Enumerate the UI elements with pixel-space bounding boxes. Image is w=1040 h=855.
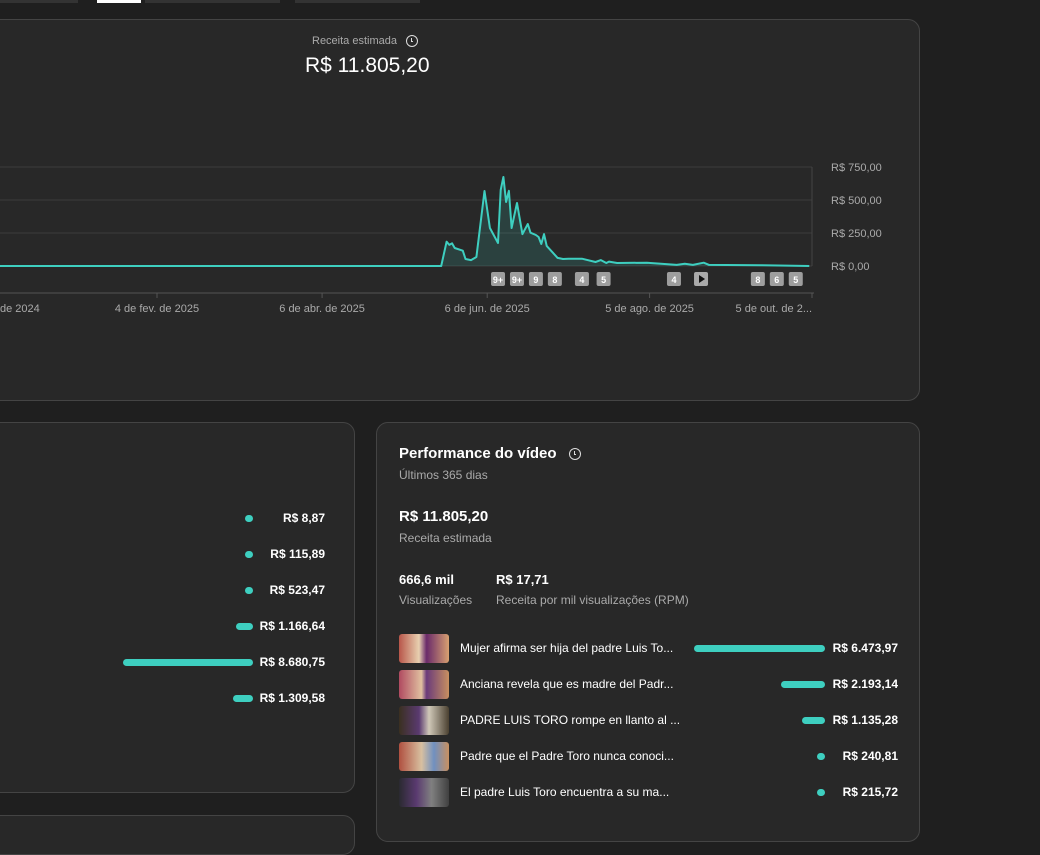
value-label: R$ 1.166,64 — [259, 619, 325, 633]
views-value: 666,6 mil — [399, 572, 454, 587]
performance-title: Performance do vídeo — [399, 445, 557, 462]
annotation-marker-label: 5 — [601, 275, 606, 285]
top-tab[interactable] — [295, 0, 420, 3]
x-tick-label: 5 de out. de 2... — [736, 303, 812, 315]
y-tick-label: R$ 250,00 — [831, 228, 882, 240]
y-tick-label: R$ 500,00 — [831, 195, 882, 207]
y-tick-label: R$ 0,00 — [831, 261, 870, 273]
revenue-breakdown-card — [0, 422, 355, 793]
value-bar — [245, 515, 253, 522]
y-tick-label: R$ 750,00 — [831, 162, 882, 174]
rpm-label: Receita por mil visualizações (RPM) — [496, 593, 689, 607]
annotation-marker[interactable] — [666, 272, 681, 286]
annotation-marker[interactable] — [491, 272, 506, 286]
video-title[interactable]: PADRE LUIS TORO rompe en llanto al ... — [460, 713, 681, 727]
video-title[interactable]: El padre Luis Toro encuentra a su ma... — [460, 785, 670, 799]
annotation-marker[interactable] — [547, 272, 562, 286]
annotation-marker[interactable] — [528, 272, 543, 286]
video-performance-card — [376, 422, 920, 842]
annotation-marker-label: 5 — [793, 275, 798, 285]
play-icon[interactable] — [699, 275, 706, 283]
metric-label: Receita estimada — [312, 35, 397, 47]
value-bar — [780, 681, 825, 688]
video-thumbnail[interactable] — [399, 778, 449, 807]
revenue-value: R$ 11.805,20 — [399, 508, 489, 525]
metric-value: R$ 11.805,20 — [305, 54, 430, 77]
video-thumbnail[interactable] — [399, 706, 449, 735]
rpm-value: R$ 17,71 — [496, 572, 549, 587]
top-tab[interactable] — [145, 0, 280, 3]
annotation-marker[interactable] — [788, 272, 803, 286]
video-thumbnail[interactable] — [399, 742, 449, 771]
performance-subtitle: Últimos 365 dias — [399, 468, 488, 482]
value-label: R$ 2.193,14 — [832, 677, 898, 691]
x-tick-label: de 2024 — [0, 303, 40, 315]
annotation-marker-label: 6 — [774, 275, 779, 285]
value-label: R$ 8.680,75 — [259, 655, 325, 669]
x-tick-label: 5 de ago. de 2025 — [605, 303, 694, 315]
value-bar — [817, 753, 825, 760]
annotation-marker[interactable] — [596, 272, 611, 286]
x-tick-label: 6 de jun. de 2025 — [445, 303, 530, 315]
value-label: R$ 1.135,28 — [832, 713, 898, 727]
video-thumbnail[interactable] — [399, 634, 449, 663]
value-bar — [817, 789, 825, 796]
revenue-chart-card — [0, 19, 920, 401]
annotation-marker[interactable] — [574, 272, 589, 286]
value-label: R$ 8,87 — [282, 511, 325, 525]
value-label: R$ 115,89 — [270, 547, 325, 561]
value-bar — [123, 659, 253, 666]
value-label: R$ 523,47 — [269, 583, 325, 597]
views-label: Visualizações — [399, 593, 473, 607]
clock-icon[interactable] — [406, 35, 419, 48]
value-bar — [802, 717, 825, 724]
video-title[interactable]: Mujer afirma ser hija del padre Luis To.… — [460, 641, 674, 655]
annotation-marker[interactable] — [750, 272, 765, 286]
annotation-marker[interactable] — [769, 272, 784, 286]
annotation-marker-label: 4 — [671, 275, 676, 285]
x-tick-label: 4 de fev. de 2025 — [115, 303, 199, 315]
value-bar — [235, 623, 253, 630]
annotation-marker-label: 9+ — [512, 275, 522, 285]
area-fill — [0, 177, 810, 266]
value-bar — [233, 695, 253, 702]
annotation-marker-label: 9 — [533, 275, 538, 285]
value-bar — [245, 587, 253, 594]
annotation-marker-label: 8 — [755, 275, 760, 285]
value-label: R$ 6.473,97 — [832, 641, 898, 655]
annotation-marker-label: 4 — [579, 275, 584, 285]
video-title[interactable]: Padre que el Padre Toro nunca conoci... — [460, 749, 674, 763]
next-card — [0, 815, 355, 855]
value-bar — [694, 645, 825, 652]
value-label: R$ 215,72 — [842, 785, 898, 799]
value-label: R$ 240,81 — [842, 749, 898, 763]
series-line[interactable] — [0, 176, 810, 267]
revenue-line-chart[interactable]: R$ 750,00 R$ 500,00 R$ 250,00 R$ 0,00 de 202… — [0, 150, 900, 330]
video-thumbnail[interactable] — [399, 670, 449, 699]
top-tab-active[interactable] — [97, 0, 141, 3]
metric-label-row: Receita estimada — [312, 35, 419, 48]
annotation-marker-label: 8 — [552, 275, 557, 285]
revenue-label: Receita estimada — [399, 531, 492, 545]
video-title[interactable]: Anciana revela que es madre del Padr... — [460, 677, 674, 691]
top-tab[interactable] — [0, 0, 78, 3]
annotation-marker-label: 9+ — [493, 275, 503, 285]
value-label: R$ 1.309,58 — [259, 691, 325, 705]
x-tick-label: 6 de abr. de 2025 — [279, 303, 365, 315]
clock-icon[interactable] — [568, 448, 581, 461]
annotation-marker[interactable] — [509, 272, 524, 286]
performance-title-row: Performance do vídeo — [399, 445, 581, 462]
value-bar — [245, 551, 253, 558]
